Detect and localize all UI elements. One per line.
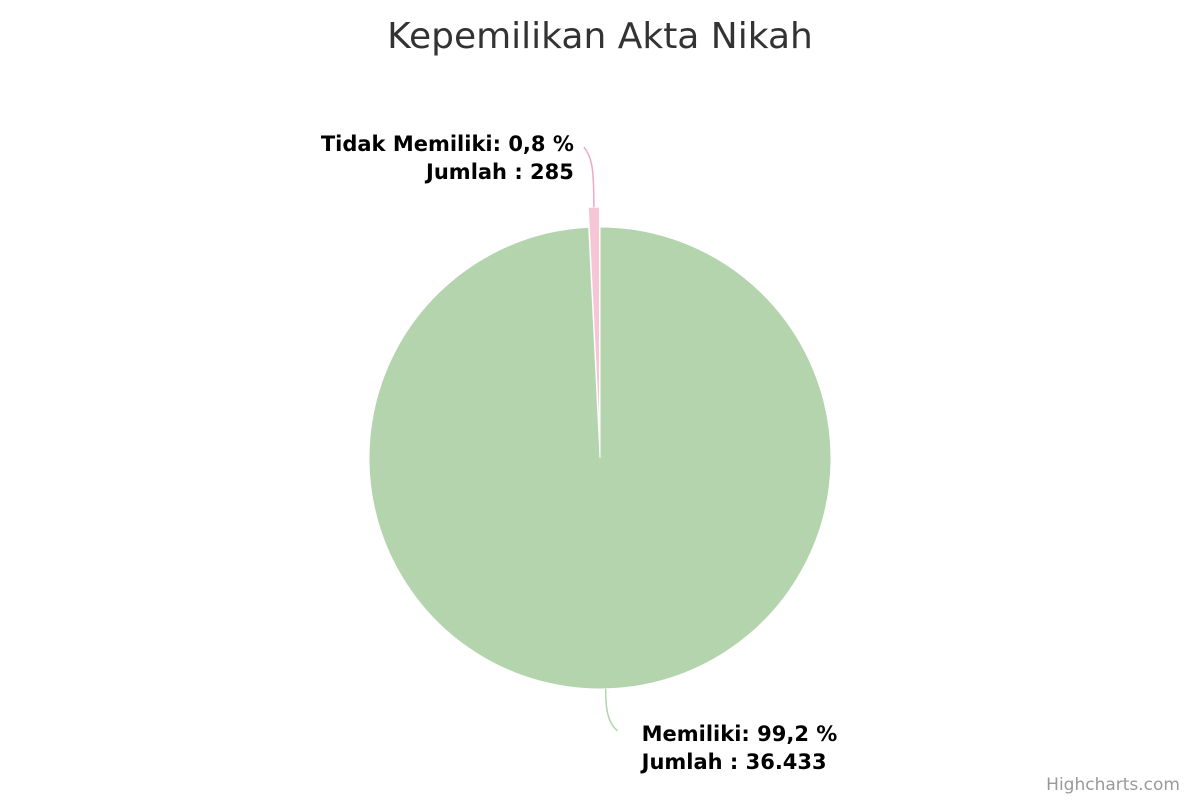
data-label-line: Jumlah : 36.433: [640, 750, 827, 774]
data-label-line: Jumlah : 285: [424, 160, 574, 184]
data-label-tidak-memiliki: Tidak Memiliki: 0,8 % Jumlah : 285: [321, 132, 574, 184]
data-label-line: Tidak Memiliki: 0,8 %: [321, 132, 574, 156]
credits-link[interactable]: Highcharts.com: [1046, 775, 1180, 795]
data-label-memiliki: Memiliki: 99,2 % Jumlah : 36.433: [640, 722, 838, 774]
pie-slice-tidak-memiliki[interactable]: [587, 206, 601, 439]
data-label-line: Memiliki: 99,2 %: [642, 722, 838, 746]
pie-slice-memiliki[interactable]: [368, 226, 832, 690]
labels-layer: Memiliki: 99,2 % Jumlah : 36.433 Tidak Mem…: [321, 132, 837, 774]
connector-line: [604, 688, 619, 732]
slices-layer: [368, 206, 832, 690]
chart-title: Kepemilikan Akta Nikah: [387, 16, 813, 57]
connector-line: [583, 146, 595, 208]
